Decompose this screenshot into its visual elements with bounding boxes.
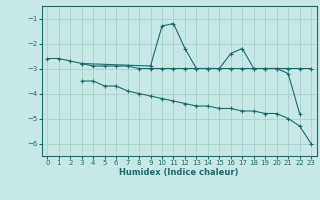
X-axis label: Humidex (Indice chaleur): Humidex (Indice chaleur) bbox=[119, 168, 239, 177]
